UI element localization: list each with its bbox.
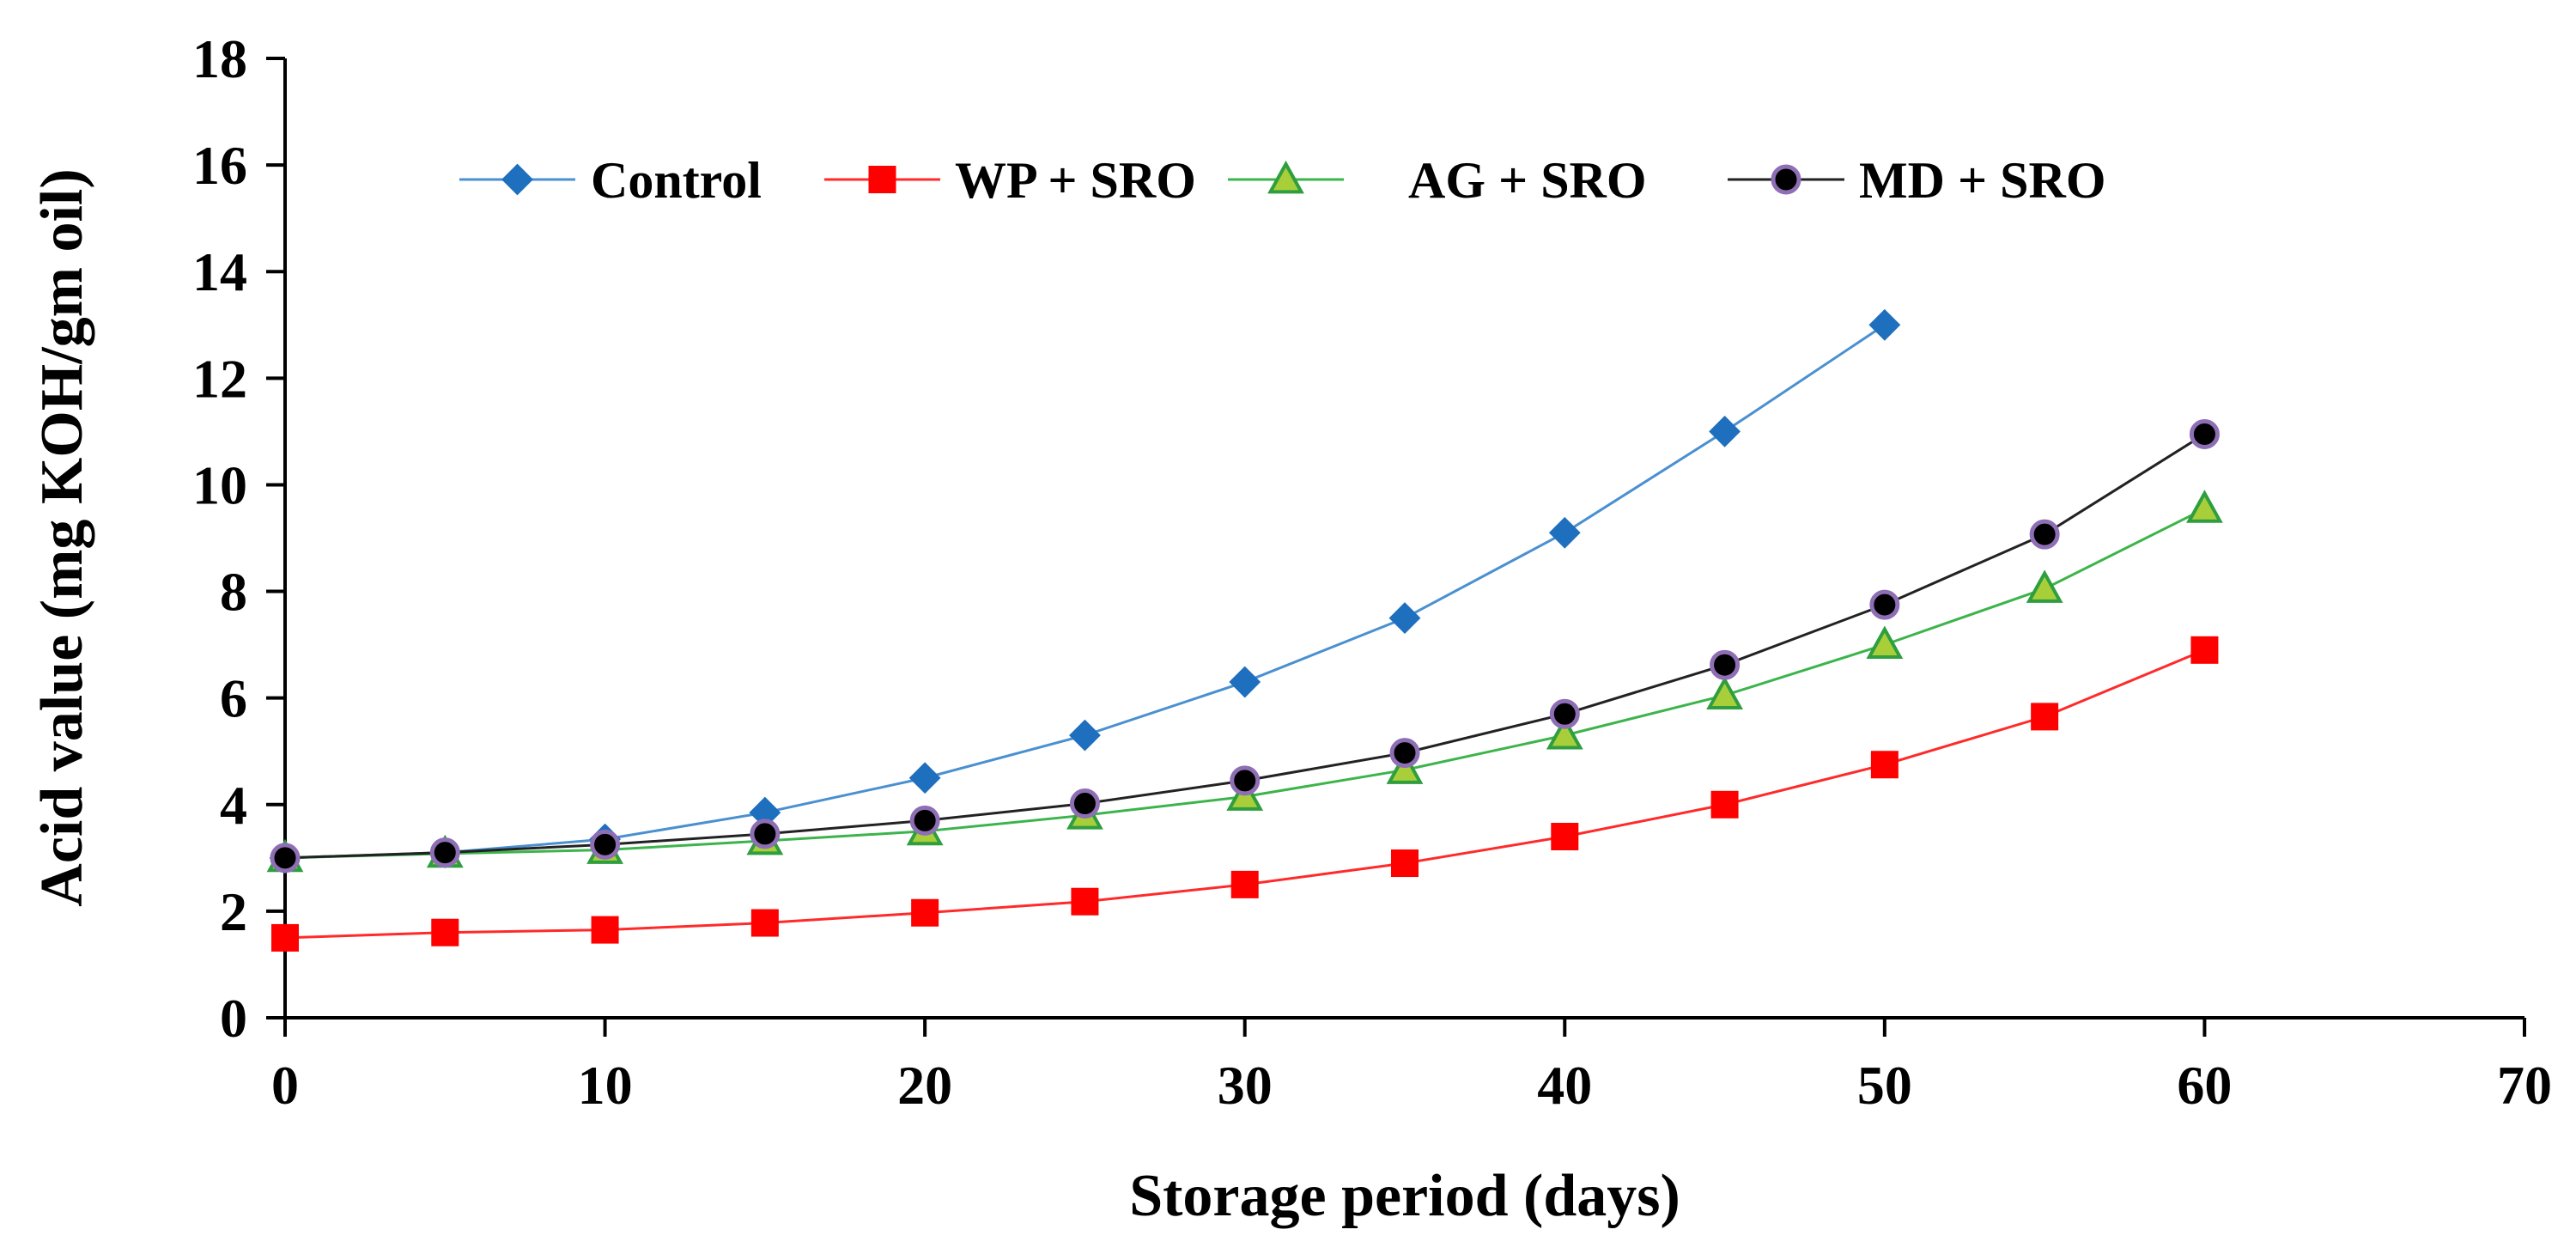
data-point-wp-sro (2190, 636, 2219, 664)
data-point-ag-sro (2186, 490, 2223, 523)
data-point-control (1868, 308, 1901, 341)
legend-item-wp-sro: WP + SRO (824, 152, 1196, 209)
y-tick-label: 0 (220, 988, 247, 1049)
data-point-md-sro (750, 819, 781, 849)
x-tick-label: 10 (578, 1055, 633, 1116)
legend-label-ag-sro: AG + SRO (1408, 152, 1647, 209)
data-point-md-sro (1389, 738, 1420, 769)
series-control (269, 308, 1901, 874)
data-point-wp-sro (1710, 790, 1739, 819)
x-tick-label: 70 (2497, 1055, 2552, 1116)
x-tick-label: 0 (271, 1055, 299, 1116)
data-point-wp-sro (431, 918, 459, 947)
legend-marker-md-sro (1771, 164, 1801, 195)
data-point-md-sro (1069, 788, 1100, 819)
series-line-control (284, 324, 1886, 860)
y-tick-label: 8 (220, 562, 247, 623)
data-point-control (908, 762, 941, 794)
data-point-md-sro (1869, 589, 1900, 620)
legend-label-control: Control (591, 152, 762, 209)
y-tick-label: 16 (192, 135, 247, 196)
y-tick-label: 14 (192, 241, 247, 302)
y-tick-label: 12 (192, 348, 247, 409)
y-tick-label: 4 (220, 775, 247, 836)
y-tick-label: 10 (192, 454, 247, 515)
legend-marker-ag-sro (1267, 160, 1304, 194)
data-point-md-sro (590, 829, 621, 860)
x-tick-label: 50 (1857, 1055, 1912, 1116)
x-tick-label: 20 (897, 1055, 952, 1116)
data-point-md-sro (1710, 649, 1741, 680)
data-point-wp-sro (1391, 849, 1419, 878)
data-point-wp-sro (2031, 703, 2059, 731)
y-ticks: 0 2 4 6 8 10 12 14 16 18 (192, 28, 285, 1049)
series-md-sro (270, 418, 2220, 873)
data-point-wp-sro (1870, 751, 1899, 779)
data-point-ag-sro (2026, 569, 2063, 603)
legend-marker-wp-sro (868, 166, 896, 193)
legend-item-control: Control (459, 152, 762, 209)
y-tick-label: 2 (220, 881, 247, 942)
data-point-ag-sro (1546, 715, 1583, 750)
data-point-md-sro (270, 843, 301, 873)
legend-label-wp-sro: WP + SRO (955, 152, 1196, 209)
series-layer (266, 308, 2223, 952)
data-point-md-sro (2029, 519, 2060, 550)
x-ticks: 0 10 20 30 40 50 60 70 (271, 1018, 2552, 1116)
data-point-wp-sro (1071, 887, 1099, 916)
data-point-control (1709, 415, 1741, 447)
data-point-control (1069, 719, 1101, 752)
data-point-ag-sro (1866, 625, 1904, 660)
x-tick-label: 60 (2177, 1055, 2232, 1116)
data-point-wp-sro (271, 923, 299, 952)
data-point-wp-sro (1230, 870, 1259, 898)
legend: Control WP + SRO AG + SRO MD + SRO (459, 152, 2106, 209)
data-point-control (1388, 602, 1421, 634)
data-point-md-sro (2189, 418, 2220, 449)
data-point-md-sro (429, 837, 460, 868)
data-point-wp-sro (750, 909, 779, 937)
legend-marker-control (501, 163, 533, 196)
data-point-wp-sro (911, 898, 939, 927)
y-tick-label: 6 (220, 668, 247, 729)
data-point-ag-sro (1706, 676, 1743, 709)
data-point-ag-sro (1386, 751, 1424, 784)
data-point-md-sro (909, 805, 940, 836)
y-axis-title: Acid value (mg KOH/gm oil) (29, 168, 95, 906)
legend-label-md-sro: MD + SRO (1859, 152, 2106, 209)
y-tick-label: 18 (192, 28, 247, 89)
data-point-md-sro (1230, 765, 1261, 796)
legend-item-ag-sro: AG + SRO (1228, 152, 1647, 209)
data-point-control (1548, 516, 1581, 549)
data-point-wp-sro (1551, 823, 1579, 851)
data-point-control (1229, 666, 1261, 698)
x-axis-title: Storage period (days) (1129, 1163, 1680, 1229)
data-point-wp-sro (591, 916, 619, 944)
series-wp-sro (271, 636, 2219, 952)
x-tick-label: 40 (1537, 1055, 1592, 1116)
data-point-md-sro (1549, 698, 1580, 729)
legend-item-md-sro: MD + SRO (1728, 152, 2106, 209)
x-tick-label: 30 (1218, 1055, 1273, 1116)
axes: 0 2 4 6 8 10 12 14 16 18 0 10 20 30 40 50 60 70 (192, 28, 2552, 1116)
